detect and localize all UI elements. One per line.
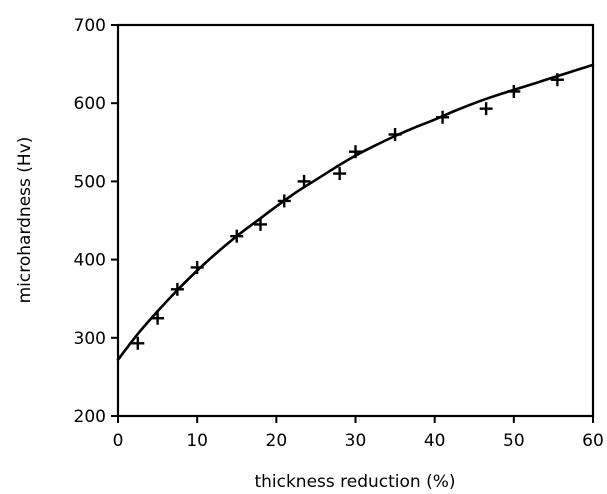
tick-marks [111,24,594,423]
x-tick-label: 0 [113,431,124,451]
y-tick-label: 700 [74,16,106,36]
data-point [151,311,165,325]
x-tick-label: 40 [424,431,446,451]
data-point [388,127,402,141]
data-point [507,84,521,98]
y-tick-label: 500 [74,172,106,192]
data-point [277,194,291,208]
fit-curve [116,63,595,361]
data-point [297,174,311,188]
data-point [131,336,145,350]
y-axis-label: microhardness (Hv) [15,137,35,304]
y-tick-label: 600 [74,94,106,114]
data-markers [131,73,564,350]
data-point [230,229,244,243]
data-point [254,217,267,231]
data-point [170,282,184,296]
y-tick-label: 400 [74,251,106,271]
x-tick-labels: 0 10 20 30 40 50 60 [113,431,604,451]
data-point [436,110,450,124]
x-tick-label: 10 [186,431,208,451]
data-point [333,167,347,181]
y-tick-label: 200 [74,407,106,427]
y-tick-labels: 200 300 400 500 600 700 [74,16,106,427]
data-point [349,145,362,159]
data-point [550,73,564,87]
x-tick-label: 60 [582,431,604,451]
x-tick-label: 30 [345,431,367,451]
data-point [479,102,493,116]
data-point [190,260,204,274]
x-tick-label: 20 [266,431,288,451]
y-tick-label: 300 [74,329,106,349]
x-axis-label: thickness reduction (%) [254,472,455,492]
plot-frame [116,23,595,418]
x-tick-label: 50 [503,431,525,451]
